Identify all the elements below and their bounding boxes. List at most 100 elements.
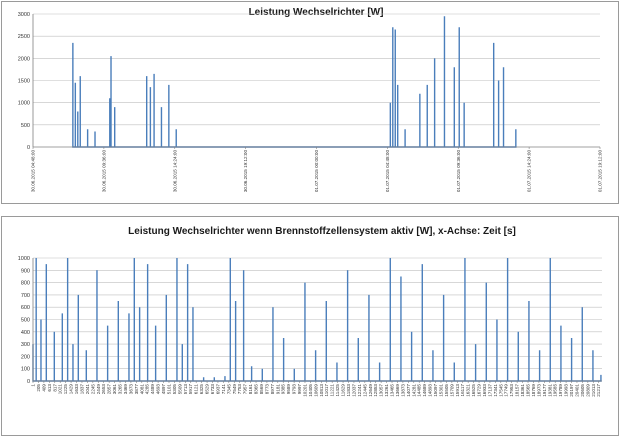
bottom-x-tick-label: 14077	[406, 384, 411, 397]
bottom-x-tick-label: 4081	[139, 384, 144, 395]
bottom-x-tick-label: 3265	[118, 384, 123, 395]
bottom-x-tick-label: 10405	[308, 384, 313, 397]
bottom-y-tick-label: 0	[27, 379, 30, 385]
bottom-x-tick-label: 17341	[493, 384, 498, 397]
bottom-x-tick-label: 8161	[248, 384, 253, 395]
bottom-x-tick-label: 2245	[90, 384, 95, 395]
bottom-x-tick-label: 9589	[286, 384, 291, 395]
bottom-x-tick-label: 9997	[297, 384, 302, 395]
bottom-x-tick-label: 6325	[199, 384, 204, 395]
bottom-x-tick-label: 16729	[477, 384, 482, 397]
bottom-y-tick-label: 500	[21, 318, 30, 324]
bottom-x-tick-label: 10813	[319, 384, 324, 397]
bottom-x-tick-label: 11833	[346, 384, 351, 397]
bottom-x-tick-label: 16525	[471, 384, 476, 397]
bottom-y-tick-label: 200	[21, 354, 30, 360]
bottom-x-tick-label: 16321	[466, 384, 471, 397]
bottom-x-tick-label: 6733	[210, 384, 215, 395]
bottom-x-tick-label: 21217	[596, 384, 601, 397]
bottom-x-tick-label: 17953	[509, 384, 514, 397]
bottom-x-tick-label: 4489	[150, 384, 155, 395]
bottom-x-tick-label: 817	[52, 384, 57, 392]
top-x-tick-label: 01.07.2015 14:24:00	[527, 150, 532, 193]
bottom-x-tick-label: 19993	[564, 384, 569, 397]
top-x-tick-label: 01.07.2015 00:00:00	[314, 150, 319, 193]
bottom-x-tick-label: 20401	[574, 384, 579, 397]
bottom-x-tick-label: 18565	[526, 384, 531, 397]
bottom-x-tick-label: 14485	[417, 384, 422, 397]
bottom-x-tick-label: 10609	[313, 384, 318, 397]
bottom-x-tick-label: 18157	[515, 384, 520, 397]
bottom-x-tick-label: 6529	[205, 384, 210, 395]
top-y-tick-label: 1500	[18, 79, 30, 85]
bottom-x-tick-label: 9385	[281, 384, 286, 395]
bottom-x-tick-label: 3061	[112, 384, 117, 395]
bottom-x-tick-label: 19177	[542, 384, 547, 397]
bottom-x-tick-label: 1225	[63, 384, 68, 395]
top-chart-border	[1, 1, 619, 204]
bottom-x-tick-label: 7753	[237, 384, 242, 395]
bottom-x-tick-label: 7549	[232, 384, 237, 395]
bottom-x-tick-label: 15097	[433, 384, 438, 397]
bottom-x-tick-label: 15709	[449, 384, 454, 397]
bottom-x-tick-label: 5713	[183, 384, 188, 395]
bottom-x-tick-label: 17749	[504, 384, 509, 397]
bottom-x-tick-label: 1633	[74, 384, 79, 395]
bottom-y-tick-label: 700	[21, 293, 30, 299]
bottom-x-tick-label: 3673	[128, 384, 133, 395]
top-x-tick-label: 01.07.2015 04:48:00	[385, 150, 390, 193]
bottom-chart-axes	[32, 258, 602, 382]
bottom-x-tick-label: 13057	[379, 384, 384, 397]
bottom-chart-border	[1, 216, 619, 436]
bottom-x-tick-label: 3469	[123, 384, 128, 395]
top-x-tick-label: 01.07.2015 09:36:00	[456, 150, 461, 193]
bottom-y-tick-label: 300	[21, 342, 30, 348]
bottom-x-tick-label: 1837	[79, 384, 84, 395]
bottom-x-tick-label: 7141	[221, 384, 226, 395]
bottom-x-tick-label: 19381	[547, 384, 552, 397]
top-x-tick-label: 30.06.2015 14:24:00	[172, 150, 177, 193]
bottom-y-tick-label: 100	[21, 367, 30, 373]
bottom-x-tick-label: 12241	[357, 384, 362, 397]
bottom-x-tick-label: 15913	[455, 384, 460, 397]
bottom-x-tick-label: 20197	[569, 384, 574, 397]
bottom-x-tick-label: 20605	[580, 384, 585, 397]
bottom-x-tick-label: 9181	[275, 384, 280, 395]
bottom-chart: Leistung Wechselrichter wenn Brennstoffz…	[1, 216, 619, 436]
bottom-x-tick-label: 2857	[107, 384, 112, 395]
bottom-x-tick-label: 2041	[85, 384, 90, 395]
top-x-tick-label: 01.07.2015 19:12:00	[598, 150, 603, 193]
bottom-x-tick-label: 16933	[482, 384, 487, 397]
bottom-x-tick-label: 19585	[553, 384, 558, 397]
bottom-x-tick-label: 6937	[215, 384, 220, 395]
bottom-x-tick-label: 4897	[161, 384, 166, 395]
bottom-x-tick-label: 12445	[362, 384, 367, 397]
top-chart: Leistung Wechselrichter [W] 0 500 1000 1500…	[1, 1, 619, 204]
bottom-x-tick-label: 14281	[411, 384, 416, 397]
bottom-x-tick-label: 11425	[335, 384, 340, 397]
bottom-x-tick-label: 9793	[292, 384, 297, 395]
bottom-x-tick-label: 14689	[422, 384, 427, 397]
bottom-x-tick-label: 2653	[101, 384, 106, 395]
bottom-x-tick-label: 15505	[444, 384, 449, 397]
bottom-x-tick-label: 5305	[172, 384, 177, 395]
bottom-x-tick-label: 12853	[373, 384, 378, 397]
bottom-x-tick-label: 6121	[194, 384, 199, 395]
bottom-chart-series-area	[32, 258, 602, 382]
top-y-tick-label: 3000	[18, 12, 30, 18]
bottom-x-tick-label: 1021	[58, 384, 63, 395]
bottom-x-tick-label: 14893	[428, 384, 433, 397]
bottom-x-tick-label: 1	[31, 384, 36, 387]
bottom-y-tick-label: 600	[21, 305, 30, 311]
bottom-x-tick-label: 12649	[368, 384, 373, 397]
bottom-x-tick-label: 8773	[264, 384, 269, 395]
bottom-x-tick-label: 5509	[177, 384, 182, 395]
bottom-x-tick-label: 205	[36, 384, 41, 392]
bottom-x-tick-label: 12037	[351, 384, 356, 397]
bottom-x-tick-label: 613	[47, 384, 52, 392]
bottom-x-tick-label: 409	[41, 384, 46, 392]
bottom-x-tick-label: 13669	[395, 384, 400, 397]
bottom-x-tick-label: 7345	[226, 384, 231, 395]
